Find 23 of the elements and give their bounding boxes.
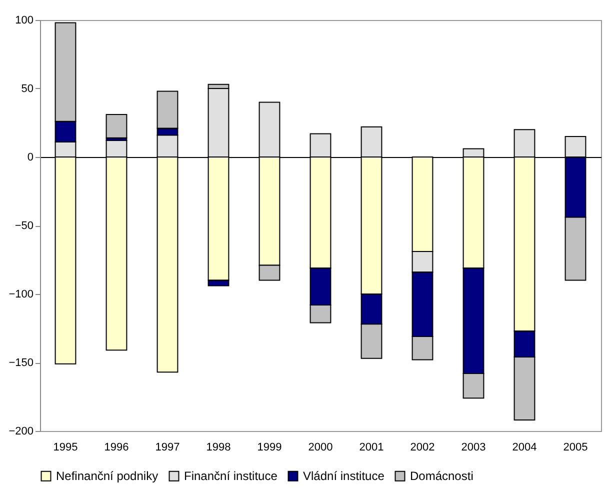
x-tick-label: 1999 [257,442,282,454]
x-tick-label: 1998 [206,442,231,454]
x-tick-label: 1996 [104,442,129,454]
x-tick-label: 1995 [53,442,78,454]
legend-label: Finanční instituce [184,469,278,484]
x-tick-label: 2000 [308,442,333,454]
x-tick-label: 2004 [512,442,537,454]
y-tick-label: −150 [8,357,34,369]
legend-label: Nefinanční podniky [56,469,158,484]
y-tick-label: 50 [21,83,34,95]
y-tick-label: 0 [27,152,34,164]
x-tick-label: 2003 [461,442,486,454]
legend-label: Vládní instituce [303,469,385,484]
x-tick-label: 1997 [155,442,180,454]
x-tick-label: 2001 [359,442,384,454]
y-tick-label: 100 [15,14,34,26]
y-tick-label: −200 [8,426,34,438]
x-tick-label: 2005 [563,442,588,454]
x-tick-label: 2002 [410,442,435,454]
y-tick-label: −50 [14,220,34,232]
y-tick-label: −100 [8,288,34,300]
bar [106,114,128,138]
legend-label: Domácnosti [410,469,474,484]
